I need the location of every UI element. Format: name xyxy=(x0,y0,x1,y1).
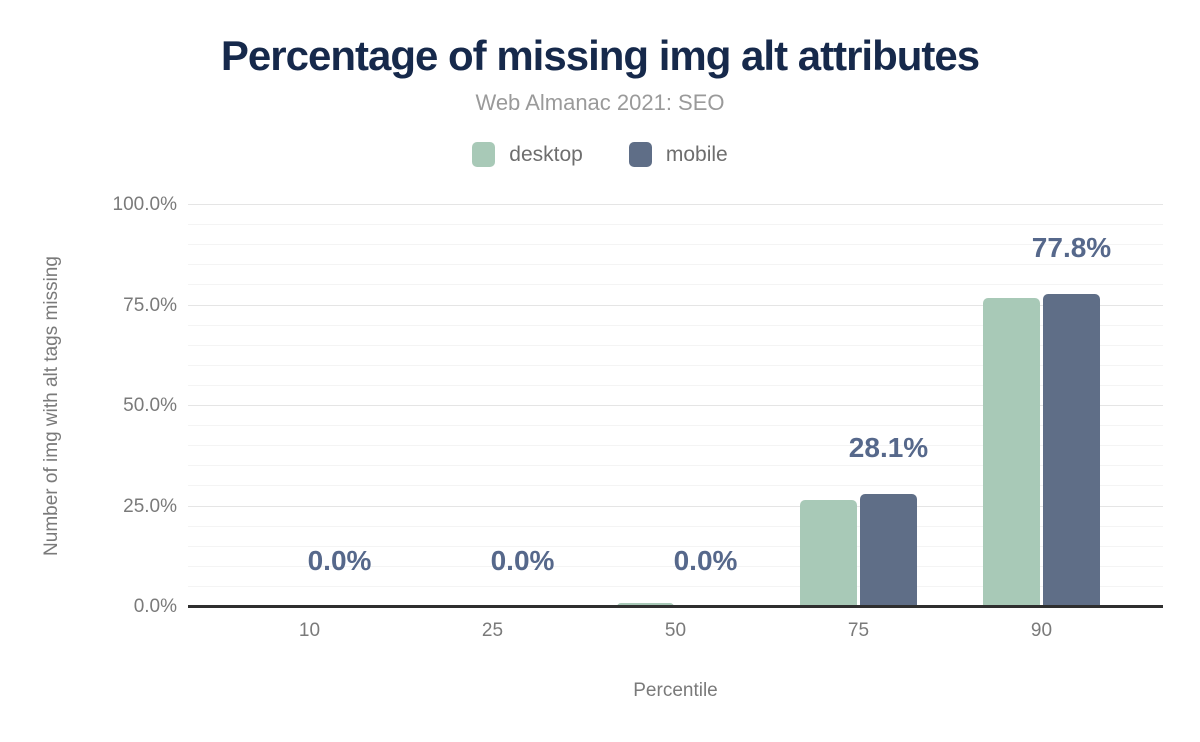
chart-subtitle: Web Almanac 2021: SEO xyxy=(475,90,725,115)
gridline-70 xyxy=(188,324,1163,326)
legend-label-desktop: desktop xyxy=(509,142,583,166)
legend-label-mobile: mobile xyxy=(665,142,728,166)
chart-legend: desktop mobile xyxy=(0,142,1200,167)
gridline-20 xyxy=(188,525,1163,527)
gridline-10 xyxy=(188,565,1163,567)
gridline-5 xyxy=(188,585,1163,587)
bar-desktop-p75[interactable] xyxy=(800,499,857,607)
y-tick-50: 50.0% xyxy=(123,395,177,416)
gridline-30 xyxy=(188,485,1163,487)
gridline-40 xyxy=(188,445,1163,447)
gridline-35 xyxy=(188,465,1163,467)
gridline-80 xyxy=(188,284,1163,286)
value-label-p75: 28.1% xyxy=(848,432,929,464)
x-tick-50: 50 xyxy=(664,620,687,641)
bar-mobile-p75[interactable] xyxy=(860,494,917,607)
x-tick-10: 10 xyxy=(298,620,321,641)
gridline-90 xyxy=(188,244,1163,246)
gridline-60 xyxy=(188,364,1163,366)
x-axis-line xyxy=(188,605,1163,608)
legend-swatch-mobile xyxy=(628,142,652,167)
legend-item-desktop: desktop xyxy=(472,142,583,167)
gridline-15 xyxy=(188,545,1163,547)
gridline-65 xyxy=(188,344,1163,346)
gridline-25 xyxy=(188,505,1163,507)
gridline-75 xyxy=(188,304,1163,306)
value-label-p25: 0.0% xyxy=(490,545,555,576)
value-label-p50: 0.0% xyxy=(673,545,738,576)
bar-desktop-p90[interactable] xyxy=(983,298,1040,607)
chart-title: Percentage of missing img alt attributes xyxy=(220,32,980,79)
gridline-45 xyxy=(188,425,1163,427)
legend-item-mobile: mobile xyxy=(628,142,728,167)
x-tick-90: 90 xyxy=(1030,620,1053,641)
x-tick-25: 25 xyxy=(481,620,504,641)
gridline-50 xyxy=(188,405,1163,406)
x-axis-title: Percentile xyxy=(633,680,718,701)
y-axis-title: Number of img with alt tags missing xyxy=(41,256,62,556)
value-label-p10: 0.0% xyxy=(307,545,372,576)
bar-mobile-p90[interactable] xyxy=(1043,294,1100,607)
y-tick-25: 25.0% xyxy=(123,495,177,517)
gridline-85 xyxy=(188,264,1163,266)
y-tick-75: 75.0% xyxy=(123,294,177,316)
gridline-100 xyxy=(188,204,1163,205)
gridline-55 xyxy=(188,384,1163,386)
y-tick-0: 0.0% xyxy=(133,596,177,617)
y-tick-100: 100.0% xyxy=(112,194,177,215)
x-tick-75: 75 xyxy=(847,620,870,641)
value-label-p90: 77.8% xyxy=(1031,232,1112,264)
legend-swatch-desktop xyxy=(472,142,496,167)
gridline-95 xyxy=(188,224,1163,226)
bar-desktop-p50[interactable] xyxy=(617,602,674,607)
plot-area: 0.0% 25.0% 50.0% 75.0% 100.0% 0.0% 10 0.0% 25 0.0… xyxy=(113,194,1163,641)
